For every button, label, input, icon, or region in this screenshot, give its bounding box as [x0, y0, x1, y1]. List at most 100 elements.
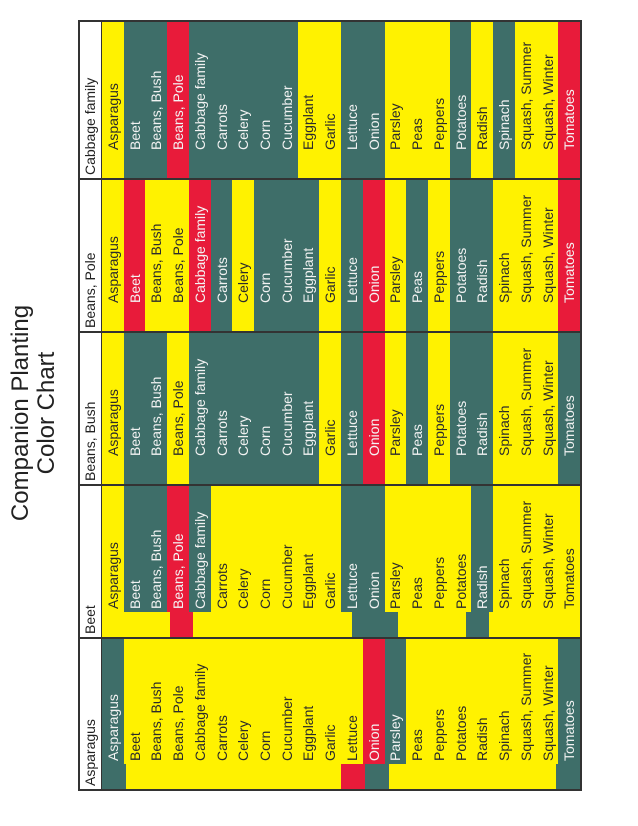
- plant-cell: Cucumber: [275, 22, 298, 153]
- bar-cell: [449, 306, 472, 331]
- plant-cell: Eggplant: [297, 486, 320, 612]
- plant-cell: Lettuce: [341, 486, 363, 612]
- bar-cell: [397, 612, 421, 637]
- bar-cell: [493, 459, 515, 484]
- bar-cell: [232, 153, 255, 178]
- bar-cell: [145, 459, 168, 484]
- chart-title: Companion Planting Color Chart: [0, 0, 66, 826]
- bar-cell: [536, 153, 559, 178]
- plant-cell: Garlic: [319, 486, 342, 612]
- bar-cell: [297, 306, 320, 331]
- plant-cell: Beans, Pole: [167, 486, 189, 612]
- plant-cell: Eggplant: [297, 180, 320, 306]
- bar-column: [102, 153, 580, 178]
- bar-cell: [558, 153, 580, 178]
- bar-cell: [319, 153, 342, 178]
- bar-cell: [471, 306, 494, 331]
- plant-cell: Squash, Summer: [514, 639, 537, 764]
- bar-cell: [493, 153, 515, 178]
- plant-cell: Eggplant: [297, 333, 320, 459]
- bar-cell: [232, 306, 255, 331]
- plant-cell: Cucumber: [275, 180, 298, 306]
- bar-cell: [125, 764, 150, 789]
- bar-cell: [215, 612, 239, 637]
- plant-cell: Potatoes: [449, 639, 472, 764]
- block-body: Asparagus Beet Beans, Bush Beans, Pole Cabba…: [102, 486, 580, 637]
- bar-cell: [511, 612, 535, 637]
- plant-cell: Tomatoes: [558, 639, 580, 764]
- plant-cell: Squash, Winter: [536, 333, 559, 459]
- bar-cell: [306, 612, 330, 637]
- plant-cell: Beans, Bush: [145, 22, 168, 153]
- plant-cell: Spinach: [493, 333, 515, 459]
- bar-cell: [449, 459, 472, 484]
- plant-cell: Corn: [254, 333, 276, 459]
- chart-title-line2: Color Chart: [33, 351, 60, 474]
- plant-cell: Cabbage family: [188, 639, 211, 764]
- plant-cell: Peppers: [428, 333, 450, 459]
- text-column: Asparagus Beet Beans, Bush Beans, Pole Cabba…: [102, 180, 580, 306]
- plant-cell: Garlic: [319, 22, 342, 153]
- bar-cell: [210, 459, 233, 484]
- block-cabbage-family: Cabbage family Asparagus Beet Beans, Bush B…: [80, 22, 580, 178]
- plant-cell: Parsley: [384, 22, 407, 153]
- plant-cell: Beans, Bush: [145, 333, 168, 459]
- bar-cell: [460, 764, 485, 789]
- plant-cell: Celery: [232, 22, 255, 153]
- bar-cell: [221, 764, 246, 789]
- bar-cell: [238, 612, 262, 637]
- plant-cell: Peas: [406, 333, 429, 459]
- plant-cell: Corn: [254, 22, 276, 153]
- bar-cell: [170, 612, 194, 637]
- bar-cell: [102, 459, 124, 484]
- plant-cell: Lettuce: [341, 22, 363, 153]
- bar-cell: [275, 153, 298, 178]
- plant-cell: Radish: [471, 639, 494, 764]
- bar-cell: [514, 459, 537, 484]
- bar-cell: [362, 306, 385, 331]
- plant-cell: Onion: [362, 486, 385, 612]
- plant-cell: Radish: [471, 180, 494, 306]
- plant-cell: Lettuce: [341, 639, 363, 764]
- plant-cell: Squash, Summer: [514, 22, 537, 153]
- bar-cell: [123, 459, 146, 484]
- plant-cell: Radish: [471, 22, 494, 153]
- plant-cell: Carrots: [210, 180, 233, 306]
- bar-cell: [254, 306, 276, 331]
- plant-cell: Beans, Pole: [167, 333, 189, 459]
- bar-cell: [466, 612, 490, 637]
- plant-cell: Potatoes: [449, 180, 472, 306]
- plant-cell: Beans, Bush: [145, 486, 168, 612]
- plant-cell: Radish: [471, 486, 494, 612]
- plant-cell: Celery: [232, 486, 255, 612]
- bar-cell: [123, 153, 146, 178]
- bar-cell: [329, 612, 353, 637]
- bar-cell: [558, 306, 580, 331]
- plant-cell: Cucumber: [275, 486, 298, 612]
- text-column: Asparagus Beet Beans, Bush Beans, Pole Cabba…: [102, 486, 580, 612]
- bar-cell: [319, 459, 342, 484]
- bar-cell: [297, 459, 320, 484]
- bar-cell: [428, 459, 450, 484]
- bar-cell: [193, 612, 216, 637]
- bar-cell: [197, 764, 222, 789]
- plant-cell: Beans, Pole: [167, 639, 189, 764]
- plant-cell: Potatoes: [449, 22, 472, 153]
- bar-cell: [484, 764, 509, 789]
- plant-cell: Peppers: [428, 486, 450, 612]
- plant-cell: Spinach: [493, 639, 515, 764]
- bar-cell: [406, 459, 429, 484]
- bar-cell: [124, 612, 148, 637]
- plant-cell: Parsley: [384, 639, 407, 764]
- plant-cell: Tomatoes: [558, 486, 580, 612]
- plant-cell: Corn: [254, 180, 276, 306]
- bar-cell: [261, 612, 285, 637]
- bar-cell: [384, 459, 407, 484]
- plant-cell: Tomatoes: [558, 22, 580, 153]
- plant-cell: Garlic: [319, 180, 342, 306]
- plant-cell: Spinach: [493, 180, 515, 306]
- companion-chart: Asparagus Asparagus Beet Beans, Bush Beans,…: [78, 20, 582, 791]
- plant-cell: Lettuce: [341, 333, 363, 459]
- bar-cell: [532, 764, 557, 789]
- bar-cell: [428, 306, 450, 331]
